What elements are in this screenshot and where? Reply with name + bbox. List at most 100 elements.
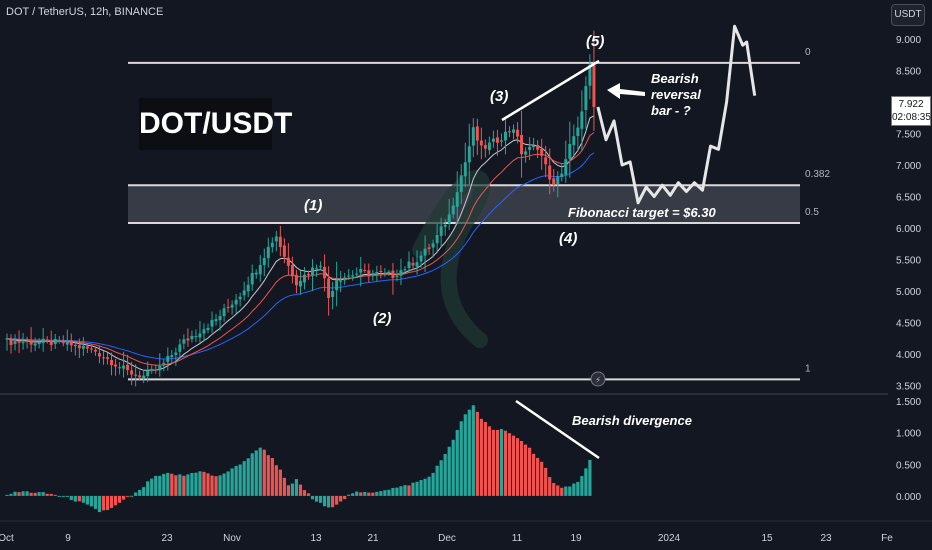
candle-body [29,341,33,345]
oscillator-histogram [5,405,592,513]
candle-body [274,236,278,242]
candle-body [495,137,499,143]
histogram-bar [455,429,459,496]
candle-body [471,127,475,146]
candle-body [5,338,9,340]
candle-body [134,374,138,376]
histogram-bar [206,473,210,496]
histogram-bar [588,459,592,496]
candle-body [311,267,315,276]
fib-label: 0.382 [805,169,830,180]
chart-header: DOT / TetherUS, 12h, BINANCE [6,6,164,18]
histogram-bar [387,489,391,496]
candle-body [174,352,178,356]
histogram-bar [134,492,138,496]
candle-body [335,280,339,291]
candle-body [395,276,399,278]
candle-body [57,340,61,342]
candle-body [403,269,407,271]
time-tick-label: 23 [161,533,173,544]
histogram-bar [355,491,359,496]
oscillator-tick-label: 1.000 [896,429,921,440]
candle-body [130,370,134,375]
histogram-bar [61,495,65,497]
candle-body [21,342,25,344]
histogram-bar [158,475,162,496]
candle-body [106,357,109,359]
candle-body [327,278,331,298]
candle-body [25,341,29,343]
time-tick-label: Dec [438,533,456,544]
histogram-bar [395,487,399,496]
histogram-bar [548,477,552,496]
price-tick-label: 8.500 [896,66,921,77]
histogram-bar [250,453,254,496]
price-tick-label: 9.000 [896,35,921,46]
histogram-bar [459,421,463,496]
candle-body [278,236,282,248]
candle-body [512,129,516,133]
candle-body [65,340,69,345]
histogram-bar [294,479,299,496]
divergence-label: Bearish divergence [572,413,692,428]
histogram-bar [290,483,295,496]
fib-label: 1 [805,363,811,374]
histogram-bar [113,495,118,506]
price-tick-label: 3.500 [896,382,921,393]
histogram-bar [121,495,126,500]
histogram-bar [5,494,9,496]
histogram-bar [57,495,61,497]
time-tick-label: Nov [223,533,241,544]
fib-label: 0 [805,47,811,58]
histogram-bar [536,457,540,496]
histogram-bar [162,473,166,496]
price-tick-label: 7.000 [896,161,921,172]
candle-body [9,339,13,345]
histogram-bar [407,485,411,496]
currency-button[interactable]: USDT [891,4,925,26]
candle-body [455,192,459,207]
histogram-bar [230,468,234,496]
candle-body [89,348,93,350]
wave-2-label: (2) [373,310,392,327]
histogram-bar [65,495,69,497]
histogram-bar [117,495,122,503]
histogram-bar [93,495,98,509]
candle-body [126,364,130,371]
histogram-bar [85,495,89,505]
histogram-bar [21,491,25,496]
wave-4-label: (4) [559,230,578,247]
histogram-bar [178,474,182,496]
candle-body [399,270,403,276]
time-tick-label: Fe [881,533,893,544]
candle-body [262,258,266,266]
candle-body [355,273,359,275]
candle-body [572,136,576,146]
histogram-bar [499,428,504,496]
histogram-bar [33,492,37,496]
histogram-bar [25,491,29,496]
histogram-bar [367,492,371,496]
histogram-bar [564,486,568,496]
candle-body [101,357,105,359]
candle-body [423,248,427,256]
candle-body [238,296,242,300]
candle-body [592,65,596,108]
histogram-bar [41,492,45,496]
candle-body [475,126,479,141]
histogram-bar [166,472,170,496]
candle-body [435,235,439,244]
histogram-bar [443,453,447,496]
candle-body [85,346,89,349]
histogram-bar [210,475,214,496]
histogram-bar [9,493,13,496]
candle-body [210,319,214,327]
histogram-bar [519,440,524,496]
histogram-bar [49,493,53,496]
histogram-bar [286,485,290,496]
histogram-bar [254,450,258,496]
candle-body [379,270,383,273]
time-tick-label: 11 [512,533,523,544]
candle-body [459,175,463,193]
